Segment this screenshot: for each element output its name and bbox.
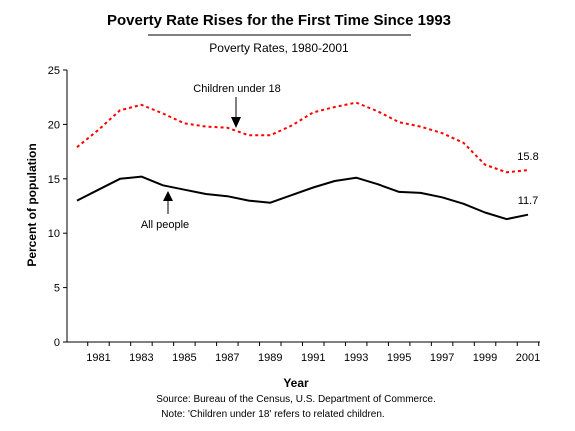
series-line-all-people: [76, 175, 529, 221]
annotation-children-arrowhead: [231, 117, 241, 128]
x-tick-label-1981: 1981: [86, 352, 110, 364]
x-axis-title: Year: [283, 376, 309, 390]
x-tick-label-1991: 1991: [301, 352, 325, 364]
end-label-all-people: 11.7: [518, 195, 539, 207]
y-tick-label-20: 20: [48, 119, 60, 131]
x-tick-label-1995: 1995: [387, 352, 411, 364]
x-tick-label-1983: 1983: [129, 352, 153, 364]
y-tick-label-15: 15: [48, 174, 60, 186]
chart-subtitle: Poverty Rates, 1980-2001: [209, 41, 349, 55]
chart-title: Poverty Rate Rises for the First Time Si…: [107, 12, 451, 29]
source-note: Source: Bureau of the Census, U.S. Depar…: [156, 394, 436, 405]
footnote: Note: 'Children under 18' refers to rela…: [161, 409, 384, 420]
x-tick-label-1993: 1993: [344, 352, 368, 364]
y-tick-label-25: 25: [48, 65, 60, 77]
y-tick-label-5: 5: [54, 283, 60, 295]
annotation-all-people-arrowhead: [163, 191, 173, 201]
x-tick-label-1987: 1987: [215, 352, 239, 364]
x-tick-label-1989: 1989: [258, 352, 282, 364]
series-line-children-under-18: [76, 101, 529, 174]
end-label-children: 15.8: [517, 151, 538, 163]
x-tick-label-1997: 1997: [430, 352, 454, 364]
x-tick-label-1999: 1999: [473, 352, 497, 364]
y-tick-label-10: 10: [48, 228, 60, 240]
annotation-children: Children under 18: [193, 83, 280, 95]
x-tick-label-2001: 2001: [516, 352, 540, 364]
annotation-all-people: All people: [141, 219, 189, 231]
y-axis-title: Percent of population: [25, 143, 39, 266]
plot-area: 0 5 10 15 20 25 1981 1983 1985 1987 1989 1991 1993 19…: [48, 65, 540, 364]
x-tick-label-1985: 1985: [172, 352, 196, 364]
y-tick-label-0: 0: [54, 337, 60, 349]
